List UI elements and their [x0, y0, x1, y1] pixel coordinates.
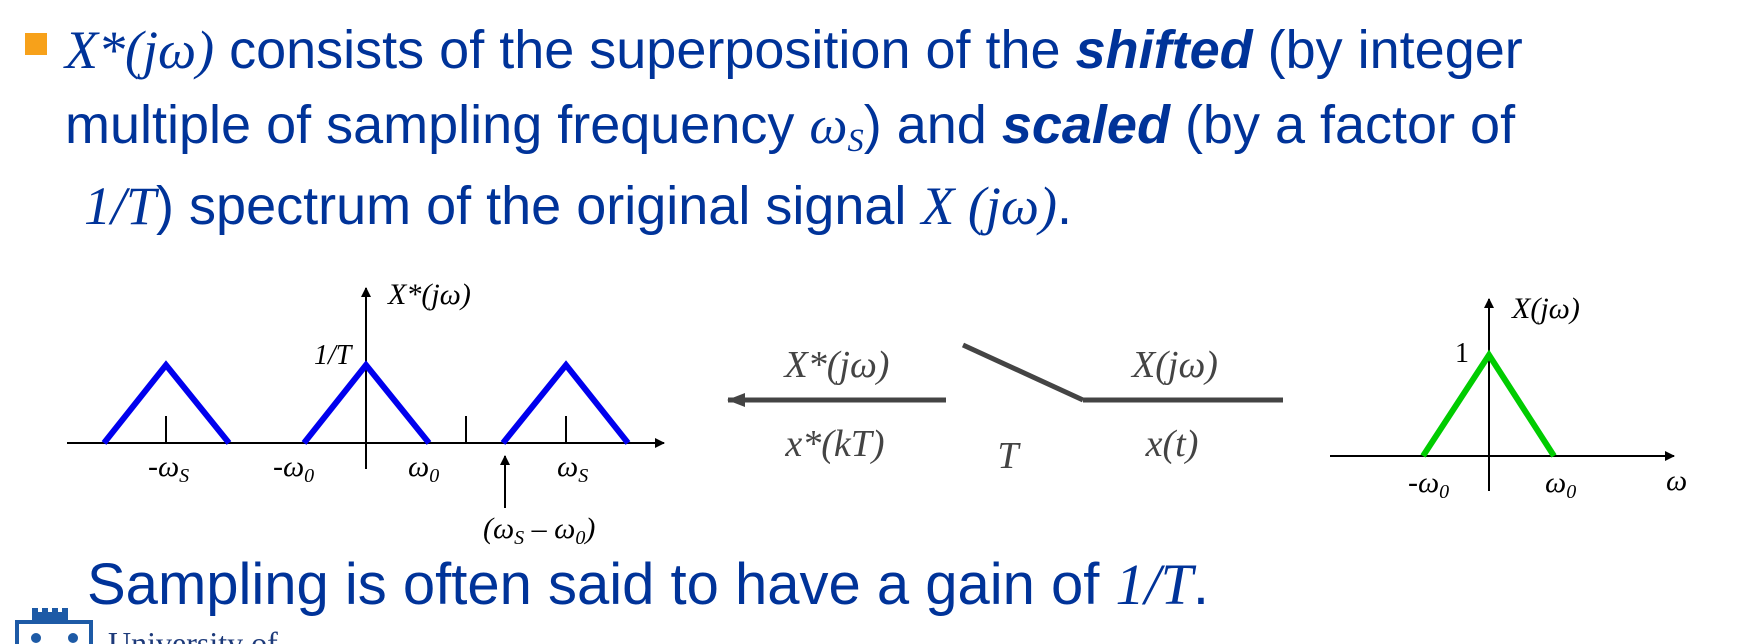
text: Sampling is often said to have a gain of — [87, 552, 1116, 617]
math-sub: S — [847, 123, 864, 160]
university-logo: University of — [15, 608, 278, 644]
alias-label: (ωS – ω0) — [483, 512, 595, 549]
tick-label-neg-w0: -ω0 — [1408, 466, 1449, 503]
axis-label-omega: ω — [1666, 464, 1687, 497]
tick-label-w0: ω0 — [1545, 466, 1576, 503]
math-x-jw: X (jω) — [921, 176, 1058, 236]
text: multiple of sampling frequency — [65, 95, 810, 155]
text: . — [1192, 552, 1210, 617]
math-xstar: X*(jω) — [65, 20, 215, 80]
output-signal-label: x*(kT) — [784, 423, 884, 465]
emphasis-shifted: shifted — [1075, 20, 1253, 80]
math-1-over-t: 1/T — [84, 176, 157, 236]
peak-label: 1/T — [314, 340, 354, 371]
switch-blade — [961, 342, 1085, 403]
bullet-line-2: multiple of sampling frequency ωS) and s… — [65, 93, 1515, 157]
text: . — [1057, 176, 1073, 236]
input-signal-label: x(t) — [1145, 423, 1199, 465]
spectrum-replica-right — [500, 360, 631, 445]
spectrum-replica-left — [101, 360, 232, 445]
text: consists of the superposition of the — [214, 20, 1076, 80]
bullet-square — [25, 33, 47, 55]
sampled-spectrum-plot: X*(jω) 1/T -ωS -ω0 ω0 ωS (ωS – ω0) — [67, 278, 665, 549]
bullet-line-3: 1/T) spectrum of the original signal X (… — [84, 174, 1072, 238]
sampler-diagram: X*(jω) x*(kT) X(jω) x(t) T — [727, 342, 1283, 477]
footer-statement: Sampling is often said to have a gain of… — [87, 556, 1209, 614]
spectrum-replica-center — [301, 360, 432, 445]
spectrum-original — [1420, 349, 1557, 458]
tick-label-ws: ωS — [557, 450, 588, 487]
sampling-period-label: T — [997, 435, 1021, 477]
math-1-over-t: 1/T — [1115, 552, 1193, 617]
input-spectrum-label: X(jω) — [1130, 344, 1218, 386]
plot-title: X*(jω) — [387, 278, 471, 311]
tick-label-w0: ω0 — [408, 450, 439, 487]
logo-text: University of — [108, 625, 278, 644]
plot-title: X(jω) — [1511, 292, 1580, 325]
text: ) spectrum of the original signal — [156, 176, 922, 236]
original-spectrum-plot: X(jω) 1 -ω0 ω0 ω — [1330, 292, 1687, 503]
tick-label-neg-ws: -ωS — [148, 450, 189, 487]
tick-label-neg-w0: -ω0 — [273, 450, 314, 487]
text: ) and — [863, 95, 1002, 155]
text: (by integer — [1252, 20, 1523, 80]
bullet-line-1: X*(jω) consists of the superposition of … — [65, 18, 1523, 82]
output-spectrum-label: X*(jω) — [783, 344, 890, 386]
math-omega: ω — [809, 95, 848, 155]
emphasis-scaled: scaled — [1001, 95, 1170, 155]
text: (by a factor of — [1169, 95, 1516, 155]
peak-label: 1 — [1455, 338, 1469, 369]
